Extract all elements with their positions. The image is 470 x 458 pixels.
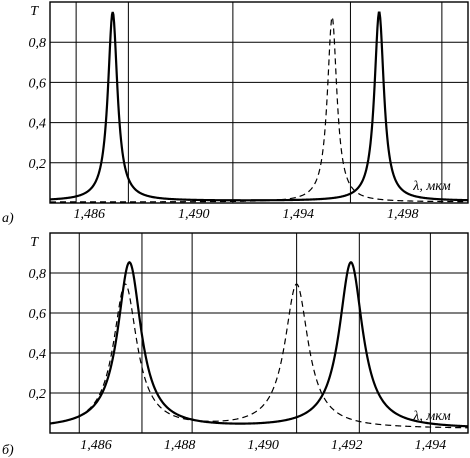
x-tick-label: 1,486 <box>80 438 112 453</box>
y-tick-label: 0,2 <box>29 157 47 172</box>
y-axis-label: T <box>30 235 39 250</box>
plot-frame <box>49 232 469 434</box>
transmission-curve-dashed <box>50 14 468 203</box>
y-tick-label: 0,4 <box>29 117 47 132</box>
y-tick-label: 0,8 <box>29 36 47 51</box>
y-axis-label: T <box>30 4 39 19</box>
x-tick-label: 1,494 <box>282 207 314 222</box>
y-tick-label: 0,8 <box>29 267 47 282</box>
panel-label: б) <box>2 443 14 458</box>
panel-label: а) <box>2 211 14 226</box>
y-tick-label: 0,6 <box>29 76 47 91</box>
x-tick-label: 1,492 <box>331 438 363 453</box>
x-tick-label: 1,494 <box>415 438 447 453</box>
x-tick-label: 1,490 <box>178 207 210 222</box>
transmission-curve-solid <box>49 261 469 428</box>
x-tick-label: 1,498 <box>387 207 419 222</box>
x-tick-label: 1,490 <box>247 438 279 453</box>
plot-frame <box>49 1 469 204</box>
x-axis-label: λ, мкм <box>412 179 451 194</box>
y-tick-label: 0,6 <box>29 307 47 322</box>
y-tick-label: 0,4 <box>29 347 47 362</box>
x-axis-label: λ, мкм <box>412 409 451 424</box>
transmission-curve-dashed <box>49 283 469 429</box>
x-tick-label: 1,486 <box>73 207 105 222</box>
transmission-curve-solid <box>49 11 469 202</box>
y-tick-label: 0,2 <box>29 387 47 402</box>
x-tick-label: 1,488 <box>164 438 196 453</box>
